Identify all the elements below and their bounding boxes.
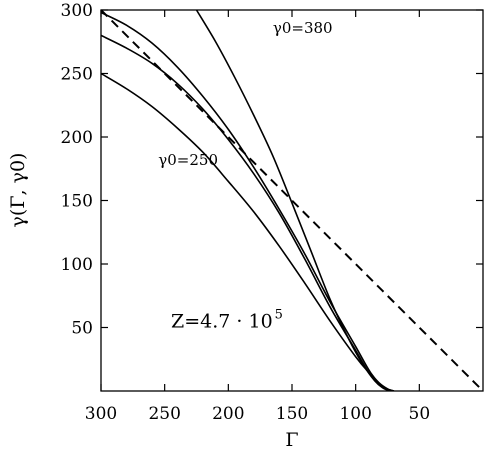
y-tick-label: 250 [61,65,93,85]
x-tick-label: 200 [212,404,244,424]
x-tick-label: 300 [85,404,117,424]
series-line-1 [195,10,392,391]
y-axis-ticks: 50 100 150 200 250 300 [61,1,483,339]
x-axis-ticks: 300 250 200 150 100 50 [85,10,430,424]
annotation-layer: γ0=380 γ0=250 Z=4.7 · 10 5 [158,19,332,333]
x-tick-label: 250 [148,404,180,424]
x-axis-title: Γ [285,429,298,451]
series-layer [101,10,483,391]
x-tick-label: 150 [276,404,308,424]
gamma0-annotation: γ0=250 [158,151,218,169]
series-line-4 [101,72,392,391]
series-line-2 [101,11,395,391]
x-tick-label: 100 [339,404,371,424]
y-tick-label: 200 [61,128,93,148]
y-axis-title: γ(Γ, γ0) [7,153,29,228]
gamma0-annotation: γ0=380 [273,19,333,37]
y-tick-label: 100 [61,255,93,275]
x-tick-label: 50 [409,404,431,424]
y-tick-label: 50 [71,319,93,339]
series-line-dashed [101,10,483,391]
z-value-annotation: Z=4.7 · 10 5 [171,308,283,333]
y-tick-label: 300 [61,1,93,21]
y-tick-label: 150 [61,192,93,212]
